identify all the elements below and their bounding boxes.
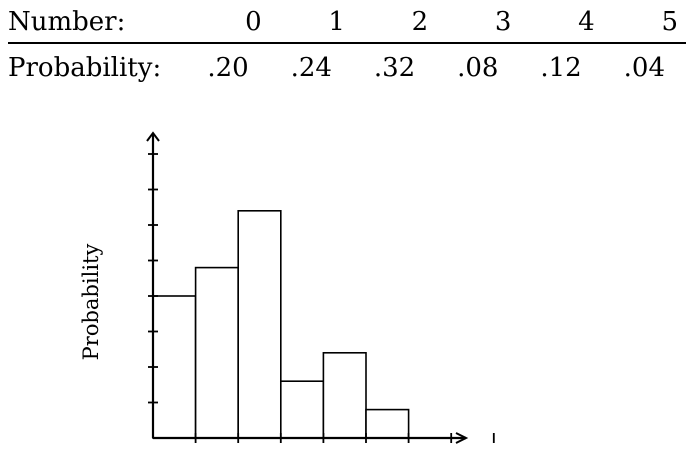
number-row: Number: 0 1 2 3 4 5 [8,2,686,44]
y-axis-arrow [146,131,160,142]
number-cell: 2 [352,2,437,44]
probability-cell: .24 [290,53,332,83]
number-cell: 4 [519,2,603,44]
histogram-bar [279,380,325,439]
number-cell: 5 [602,2,686,44]
y-axis-label: Probability [79,244,103,361]
probability-row-label: Probability: [8,53,162,83]
probability-cell: .20 [207,53,249,83]
histogram-bar [365,408,410,439]
histogram-bar [322,351,367,439]
probability-cell: .12 [540,53,582,83]
probability-row: Probability: .20 .24 .32 .08 .12 .04 [8,43,686,88]
number-cell: 0 [186,2,270,44]
histogram-bar [237,210,282,439]
probability-cell: .32 [373,53,416,83]
number-cell: 1 [269,2,353,44]
probability-cell: .08 [457,53,499,83]
distribution-table: Number: 0 1 2 3 4 5 Probability: .20 .24… [8,2,686,88]
probability-cell: .04 [623,53,666,83]
histogram-bar [194,266,240,439]
x-axis-arrow [455,432,469,444]
histogram-bar [152,295,197,439]
number-row-label: Number: [8,2,187,44]
number-cell: 3 [436,2,520,44]
